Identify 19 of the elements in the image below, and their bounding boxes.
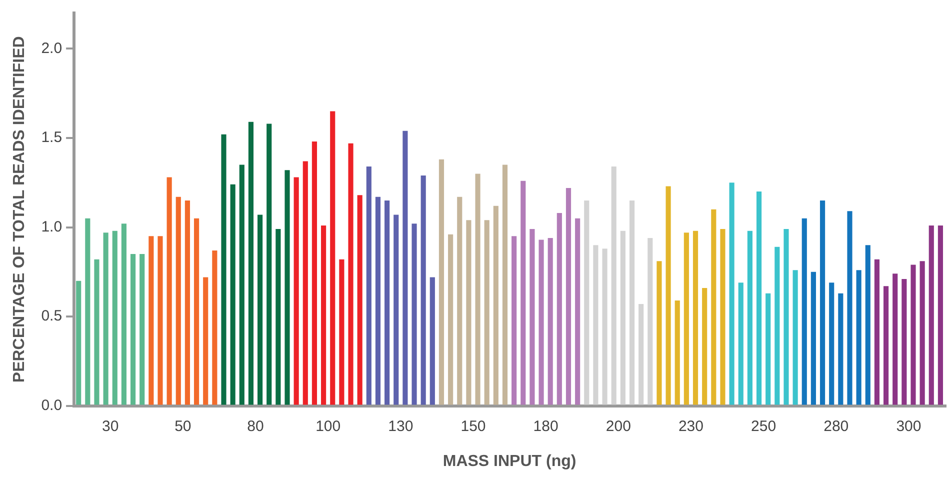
x-tick-label: 230 — [678, 418, 704, 435]
x-tick-label: 50 — [174, 418, 192, 435]
y-axis-title: PERCENTAGE OF TOTAL READS IDENTIFIED — [11, 36, 28, 383]
y-tick-label: 0.5 — [41, 308, 62, 325]
x-tick-label: 300 — [896, 418, 922, 435]
x-tick-label: 80 — [247, 418, 264, 435]
x-tick-label: 180 — [533, 418, 558, 435]
y-tick-label: 0.0 — [41, 396, 62, 414]
x-tick-label: 200 — [606, 418, 631, 435]
x-tick-label: 280 — [824, 418, 849, 435]
x-tick-label: 250 — [751, 418, 776, 435]
y-tick-label: 2.0 — [41, 40, 62, 57]
x-tick-label: 130 — [388, 418, 414, 435]
x-tick-label: 100 — [316, 418, 341, 435]
x-tick-label: 30 — [102, 418, 119, 435]
y-tick-label: 1.5 — [41, 129, 62, 146]
x-axis-title: MASS INPUT (ng) — [442, 452, 576, 470]
x-tick-label: 150 — [460, 418, 486, 435]
y-tick-label: 1.0 — [41, 218, 62, 236]
